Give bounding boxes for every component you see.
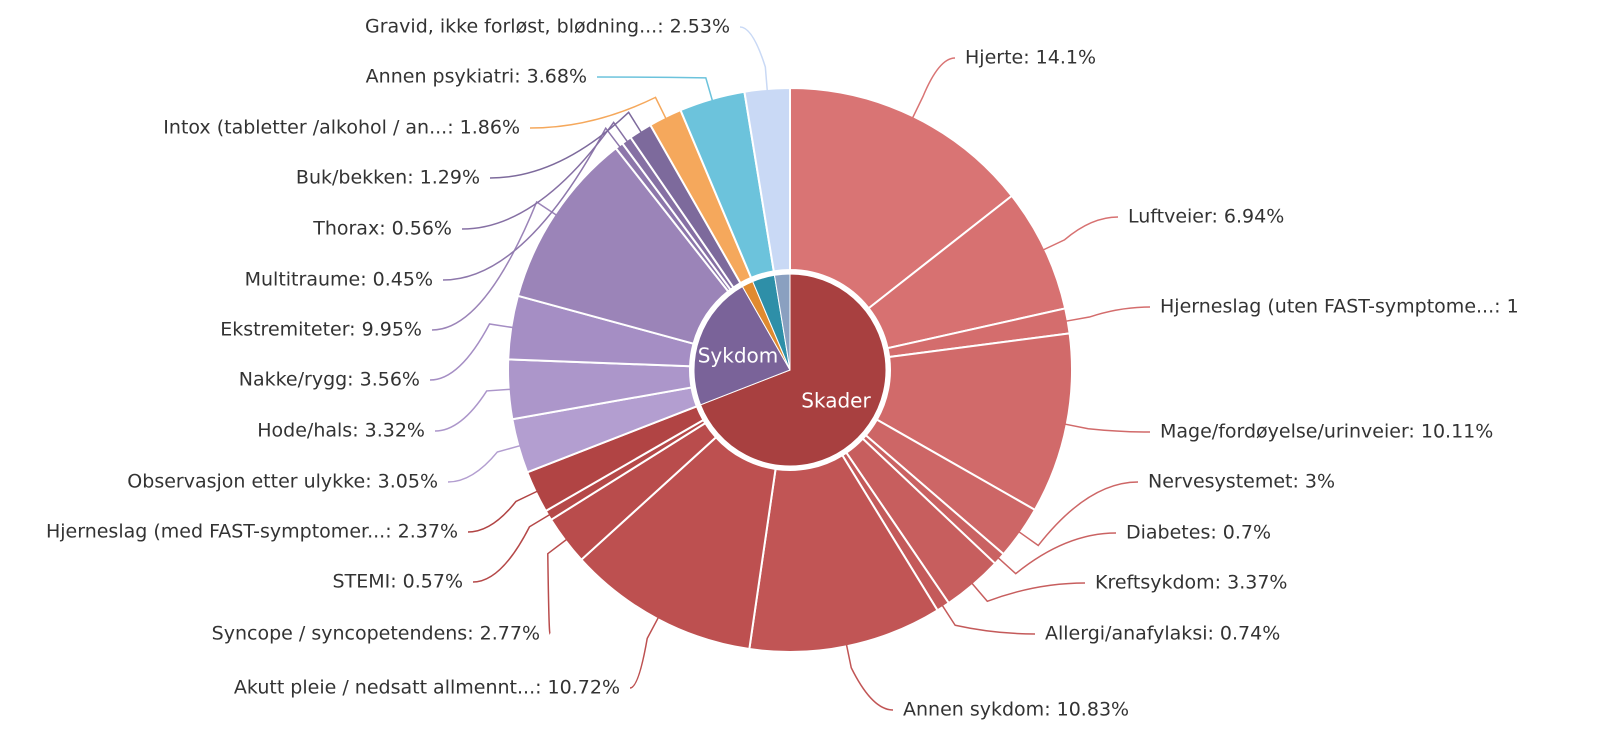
inner-slice bbox=[699, 273, 887, 467]
slice-label: Nakke/rygg: 3.56% bbox=[239, 369, 420, 391]
outer-slice bbox=[875, 332, 1073, 512]
slice-label: Luftveier: 6.94% bbox=[1128, 206, 1284, 228]
slice-label: Nervesystemet: 3% bbox=[1148, 471, 1335, 493]
slice-label: Annen sykdom: 10.83% bbox=[903, 699, 1129, 721]
connector bbox=[461, 121, 630, 230]
slice-label: Buk/bekken: 1.29% bbox=[296, 167, 480, 189]
slice-label: Intox (tabletter /alkohol / an...: 1.86% bbox=[163, 117, 520, 139]
connector bbox=[629, 615, 661, 689]
connector bbox=[845, 642, 894, 711]
slice-label: Hjerte: 14.1% bbox=[965, 47, 1096, 69]
inner-slice bbox=[773, 273, 791, 371]
slice-label: Thorax: 0.56% bbox=[312, 218, 452, 240]
outer-slice bbox=[516, 146, 730, 345]
connector bbox=[447, 444, 523, 483]
slice-label: Annen psykiatri: 3.68% bbox=[366, 66, 587, 88]
slice-label: Kreftsykdom: 3.37% bbox=[1095, 572, 1288, 594]
connector bbox=[596, 76, 714, 104]
inner-label: Skader bbox=[801, 389, 871, 413]
connector bbox=[1063, 306, 1151, 323]
slice-label: Hode/hals: 3.32% bbox=[257, 420, 425, 442]
connector bbox=[940, 602, 1036, 635]
slice-label: STEMI: 0.57% bbox=[333, 571, 463, 593]
slice-label: Mage/fordøyelse/urinveier: 10.11% bbox=[1160, 421, 1493, 443]
connector bbox=[1016, 481, 1139, 547]
inner-label: Sykdom bbox=[698, 344, 779, 368]
connector bbox=[472, 512, 553, 583]
slice-label: Hjerneslag (med FAST-symptomer...: 2.37% bbox=[46, 521, 458, 543]
slice-label: Allergi/anafylaksi: 0.74% bbox=[1045, 623, 1280, 645]
connector bbox=[995, 532, 1117, 575]
outer-slice bbox=[579, 435, 777, 651]
inner-slice bbox=[693, 285, 791, 406]
slice-label: Observasjon etter ulykke: 3.05% bbox=[127, 471, 438, 493]
connector bbox=[547, 537, 569, 635]
connector bbox=[739, 26, 769, 93]
slice-label: Ekstremiteter: 9.95% bbox=[220, 319, 422, 341]
slice-label: Multitraume: 0.45% bbox=[245, 269, 433, 291]
outer-slice bbox=[743, 86, 791, 273]
connector bbox=[429, 323, 516, 381]
connector bbox=[969, 581, 1086, 603]
slice-label: Hjerneslag (uten FAST-symptome...: 1 bbox=[1160, 296, 1519, 318]
slice-label: Akutt pleie / nedsatt allmennt...: 10.72… bbox=[234, 677, 620, 699]
connector bbox=[431, 200, 559, 331]
connector bbox=[529, 96, 668, 129]
slice-label: Syncope / syncopetendens: 2.77% bbox=[212, 623, 540, 645]
outer-slice bbox=[748, 453, 939, 653]
slice-label: Diabetes: 0.7% bbox=[1126, 522, 1271, 544]
slice-label: Gravid, ikke forløst, blødning...: 2.53% bbox=[365, 16, 730, 38]
outer-slice bbox=[789, 86, 1014, 310]
connector bbox=[910, 57, 956, 121]
connector bbox=[434, 388, 513, 432]
connector bbox=[1040, 216, 1119, 252]
connector bbox=[467, 489, 540, 533]
connector bbox=[1062, 422, 1151, 433]
connector bbox=[489, 111, 644, 179]
